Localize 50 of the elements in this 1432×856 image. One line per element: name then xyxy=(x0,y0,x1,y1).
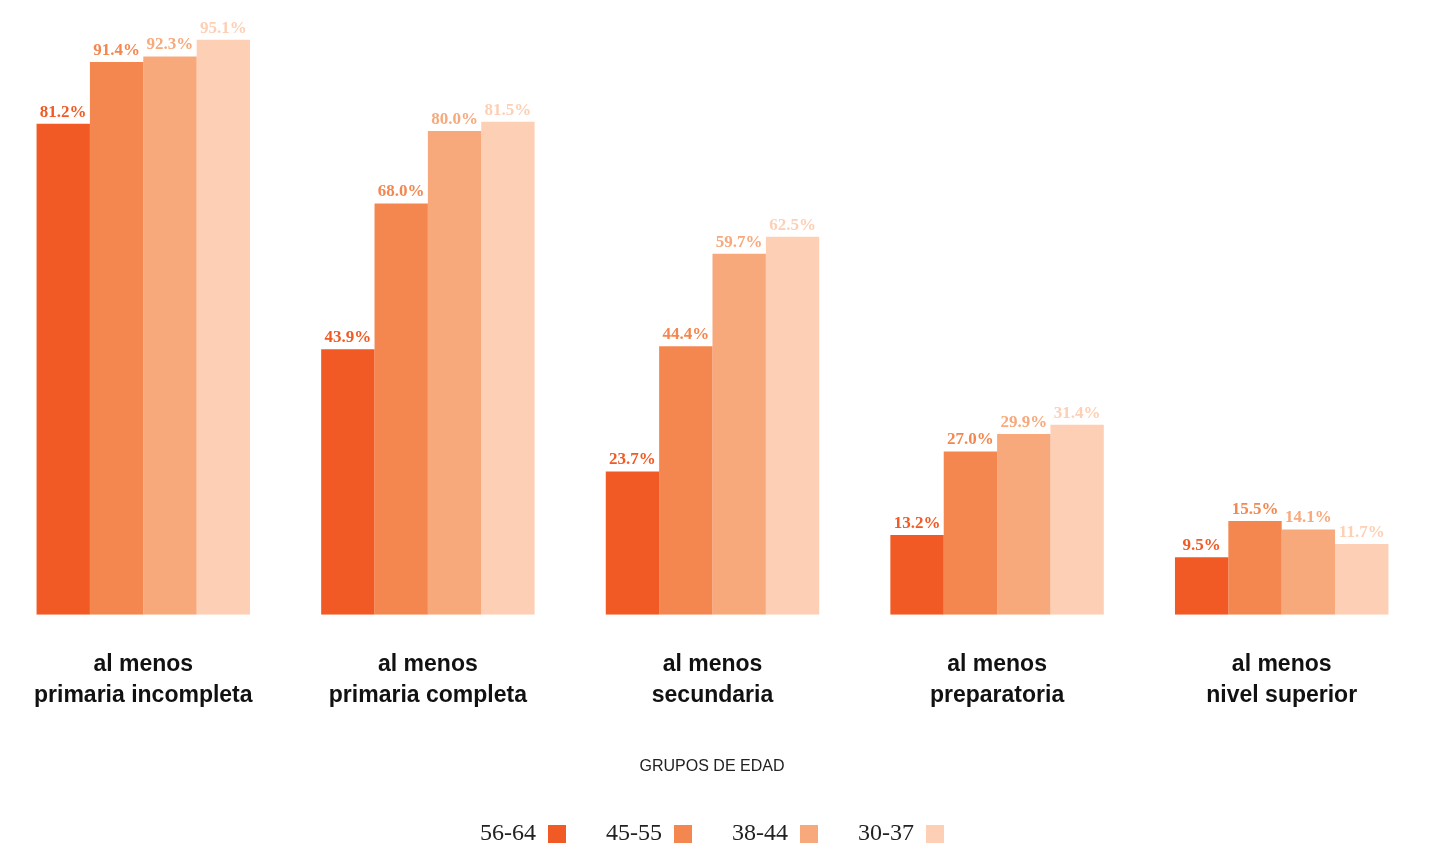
data-label: 81.2% xyxy=(39,101,87,121)
data-label: 59.7% xyxy=(715,231,763,251)
legend-label: 45-55 xyxy=(606,819,662,846)
bar xyxy=(765,236,820,615)
bar xyxy=(321,349,375,615)
data-label: 27.0% xyxy=(947,429,994,449)
bar xyxy=(890,534,944,615)
bar xyxy=(374,203,428,615)
bar xyxy=(1228,520,1282,615)
bar xyxy=(36,123,90,615)
bar xyxy=(1281,529,1336,615)
data-label: 62.5% xyxy=(769,214,816,234)
data-label: 14.1% xyxy=(1285,507,1332,527)
x-tick-label: al menos nivel superior xyxy=(1206,649,1358,707)
x-tick-label: al menos preparatoria xyxy=(929,649,1065,707)
legend-title: GRUPOS DE EDAD xyxy=(639,757,785,775)
bar xyxy=(605,471,660,615)
data-label: 31.4% xyxy=(1053,402,1101,422)
data-label: 95.1% xyxy=(199,17,247,37)
bar xyxy=(1174,557,1229,615)
data-label: 92.3% xyxy=(146,34,194,54)
x-tick-label: al menos primaria completa xyxy=(328,649,528,707)
data-label: 13.2% xyxy=(893,512,941,532)
data-label: 44.4% xyxy=(662,324,710,344)
bar xyxy=(143,56,197,615)
bar xyxy=(427,130,482,615)
data-label: 68.0% xyxy=(377,181,425,201)
data-label: 9.5% xyxy=(1182,535,1221,555)
data-label: 91.4% xyxy=(93,39,140,59)
bar xyxy=(712,253,766,615)
bar xyxy=(659,346,713,615)
x-tick-label: al menos secundaria xyxy=(651,649,774,707)
bar xyxy=(196,39,251,615)
bar xyxy=(481,121,535,615)
bar xyxy=(89,62,144,615)
data-label: 80.0% xyxy=(431,108,478,128)
legend-label: 56-64 xyxy=(480,819,537,846)
bar xyxy=(1050,424,1104,615)
data-label: 81.5% xyxy=(484,99,532,119)
bar xyxy=(943,451,998,615)
data-label: 15.5% xyxy=(1231,498,1279,518)
data-label: 43.9% xyxy=(324,327,372,347)
data-label: 23.7% xyxy=(609,449,656,469)
bar xyxy=(1335,543,1389,615)
legend-label: 38-44 xyxy=(731,819,788,846)
legend-label: 30-37 xyxy=(857,819,914,846)
bar xyxy=(997,433,1051,615)
x-tick-label: al menos primaria incompleta xyxy=(33,649,253,707)
data-label: 29.9% xyxy=(1000,411,1048,431)
data-label: 11.7% xyxy=(1338,521,1385,541)
